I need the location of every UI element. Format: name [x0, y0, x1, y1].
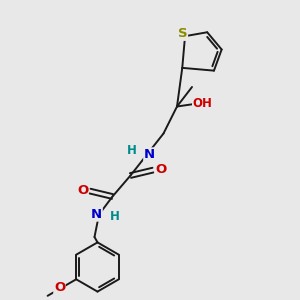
Text: O: O — [77, 184, 88, 197]
Text: H: H — [110, 210, 119, 224]
Text: H: H — [127, 144, 136, 158]
Text: N: N — [144, 148, 155, 161]
Text: N: N — [91, 208, 102, 221]
Text: S: S — [178, 27, 188, 40]
Text: O: O — [54, 281, 65, 294]
Text: O: O — [155, 163, 166, 176]
Text: OH: OH — [193, 97, 212, 110]
